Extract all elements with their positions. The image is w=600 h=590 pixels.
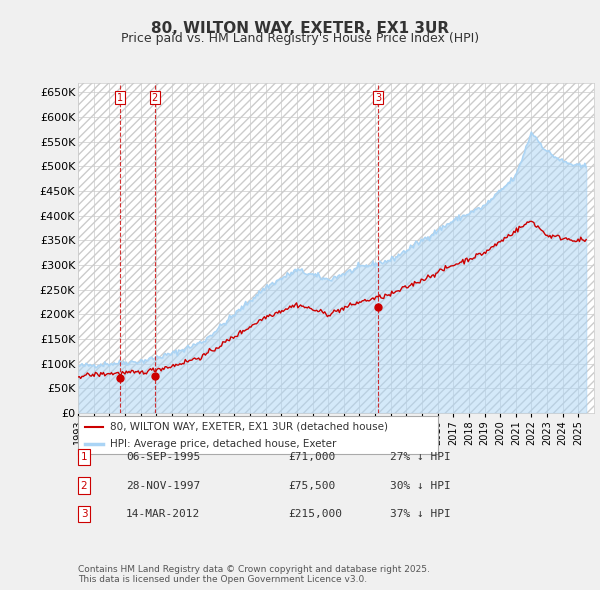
Text: 2: 2: [80, 481, 88, 490]
Text: 2: 2: [152, 93, 158, 103]
Text: HPI: Average price, detached house, Exeter: HPI: Average price, detached house, Exet…: [110, 438, 337, 448]
Text: 1: 1: [80, 453, 88, 462]
Text: Contains HM Land Registry data © Crown copyright and database right 2025.
This d: Contains HM Land Registry data © Crown c…: [78, 565, 430, 584]
Text: 80, WILTON WAY, EXETER, EX1 3UR: 80, WILTON WAY, EXETER, EX1 3UR: [151, 21, 449, 35]
Text: 80, WILTON WAY, EXETER, EX1 3UR (detached house): 80, WILTON WAY, EXETER, EX1 3UR (detache…: [110, 422, 388, 432]
Text: 14-MAR-2012: 14-MAR-2012: [126, 509, 200, 519]
Text: 3: 3: [80, 509, 88, 519]
Text: 3: 3: [375, 93, 381, 103]
Text: £215,000: £215,000: [288, 509, 342, 519]
Text: 06-SEP-1995: 06-SEP-1995: [126, 453, 200, 462]
Text: 28-NOV-1997: 28-NOV-1997: [126, 481, 200, 490]
Text: Price paid vs. HM Land Registry's House Price Index (HPI): Price paid vs. HM Land Registry's House …: [121, 32, 479, 45]
Text: 30% ↓ HPI: 30% ↓ HPI: [390, 481, 451, 490]
Text: £75,500: £75,500: [288, 481, 335, 490]
Text: 1: 1: [117, 93, 123, 103]
Text: 37% ↓ HPI: 37% ↓ HPI: [390, 509, 451, 519]
Text: 27% ↓ HPI: 27% ↓ HPI: [390, 453, 451, 462]
Text: £71,000: £71,000: [288, 453, 335, 462]
